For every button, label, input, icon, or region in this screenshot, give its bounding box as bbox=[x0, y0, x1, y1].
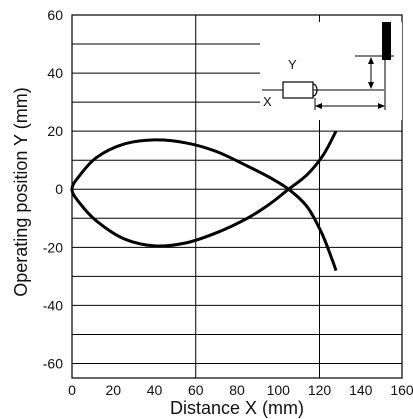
y-tick-label: -20 bbox=[43, 239, 63, 255]
series-line bbox=[70, 130, 338, 272]
x-tick-label: 20 bbox=[105, 382, 121, 398]
y-tick-labels: 60 40 20 0 -20 -40 -60 bbox=[43, 7, 63, 371]
x-arrow-right bbox=[378, 103, 385, 109]
y-tick-label: -40 bbox=[43, 297, 63, 313]
x-tick-label: 60 bbox=[188, 382, 204, 398]
x-tick-label: 40 bbox=[147, 382, 163, 398]
plot-frame bbox=[71, 14, 403, 379]
x-axis-label: Distance X (mm) bbox=[170, 398, 304, 418]
y-arrow-bottom bbox=[368, 82, 374, 89]
x-arrow-left bbox=[315, 103, 322, 109]
x-tick-label: 0 bbox=[68, 382, 76, 398]
x-tick-label: 100 bbox=[267, 382, 291, 398]
y-tick-label: -60 bbox=[43, 355, 63, 371]
x-tick-label: 80 bbox=[229, 382, 245, 398]
sensor-lens bbox=[312, 83, 318, 97]
y-tick-label: 20 bbox=[47, 123, 63, 139]
x-tick-label: 140 bbox=[349, 382, 373, 398]
target-plate bbox=[382, 22, 391, 60]
diagram-y-label: Y bbox=[288, 57, 297, 72]
sensor-body bbox=[282, 81, 314, 99]
x-tick-labels: 0 20 40 60 80 100 120 140 160 bbox=[68, 382, 413, 398]
y-tick-label: 40 bbox=[47, 65, 63, 81]
sensor-diagram: Y X bbox=[260, 22, 402, 120]
y-arrow-top bbox=[368, 57, 374, 64]
diagram-x-label: X bbox=[263, 94, 272, 109]
x-tick-label: 120 bbox=[308, 382, 332, 398]
x-tick-label: 160 bbox=[390, 382, 413, 398]
y-axis-label: Operating position Y (mm) bbox=[11, 87, 31, 296]
y-tick-label: 60 bbox=[47, 7, 63, 23]
y-tick-label: 0 bbox=[55, 181, 63, 197]
